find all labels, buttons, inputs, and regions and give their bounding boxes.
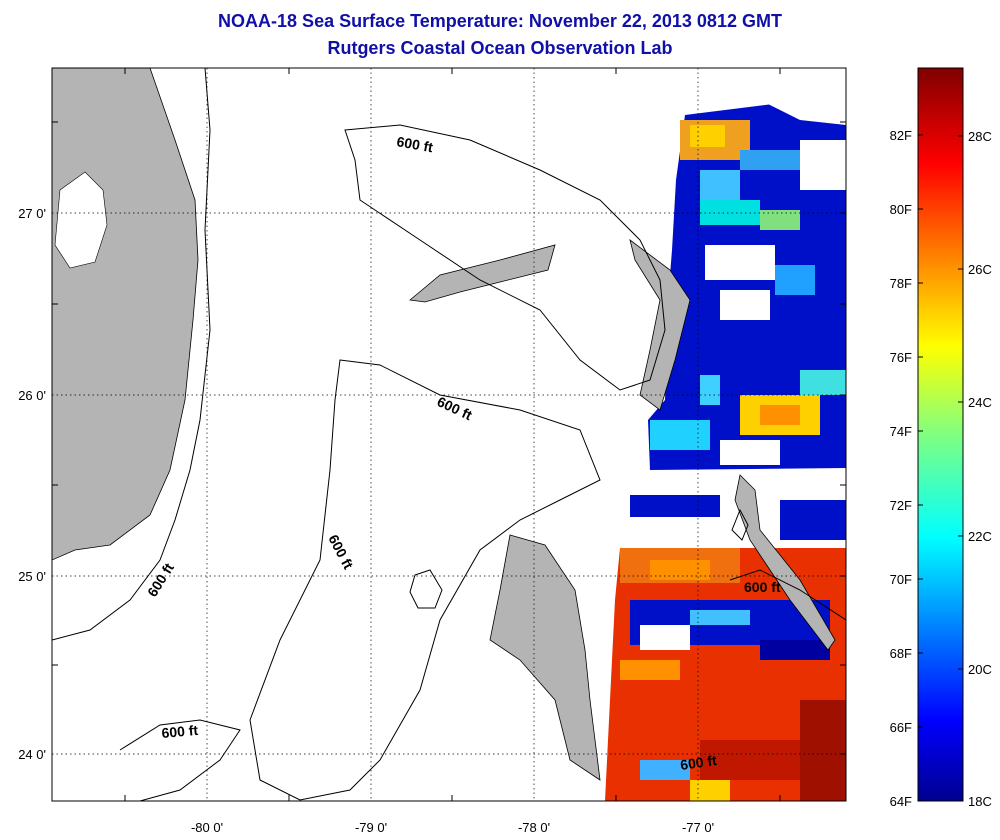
lat-tick-label: 25 0' bbox=[18, 569, 46, 584]
lon-tick-label: -78 0' bbox=[518, 820, 550, 835]
contour-label: 600 ft bbox=[161, 722, 199, 741]
lat-tick-label: 26 0' bbox=[18, 388, 46, 403]
colorbar-f-label: 66F bbox=[890, 720, 912, 735]
map-subtitle: Rutgers Coastal Ocean Observation Lab bbox=[327, 38, 673, 58]
colorbar-f-label: 78F bbox=[890, 276, 912, 291]
sst-data-swath bbox=[605, 70, 846, 801]
colorbar-f-label: 64F bbox=[890, 794, 912, 809]
colorbar bbox=[917, 67, 964, 802]
colorbar-f-label: 74F bbox=[890, 424, 912, 439]
colorbar-f-label: 76F bbox=[890, 350, 912, 365]
map-title: NOAA-18 Sea Surface Temperature: Novembe… bbox=[218, 11, 782, 31]
colorbar-f-label: 68F bbox=[890, 646, 912, 661]
depth-contours bbox=[52, 68, 846, 801]
lon-tick-label: -77 0' bbox=[682, 820, 714, 835]
colorbar-c-label: 28C bbox=[968, 129, 992, 144]
colorbar-c-label: 20C bbox=[968, 662, 992, 677]
contour-label: 600 ft bbox=[744, 579, 781, 595]
lat-tick-label: 24 0' bbox=[18, 747, 46, 762]
colorbar-c-label: 18C bbox=[968, 794, 992, 809]
lat-tick-label: 27 0' bbox=[18, 206, 46, 221]
lon-tick-label: -79 0' bbox=[355, 820, 387, 835]
colorbar-c-label: 26C bbox=[968, 262, 992, 277]
colorbar-f-label: 72F bbox=[890, 498, 912, 513]
colorbar-f-label: 80F bbox=[890, 202, 912, 217]
colorbar-f-label: 82F bbox=[890, 128, 912, 143]
colorbar-c-label: 22C bbox=[968, 529, 992, 544]
colorbar-ticks bbox=[918, 134, 963, 728]
lon-tick-label: -80 0' bbox=[191, 820, 223, 835]
contour-label: 600 ft bbox=[395, 133, 434, 155]
graticule bbox=[52, 68, 846, 801]
map-area: 600 ft 600 ft 600 ft 600 ft 600 ft 600 f… bbox=[52, 68, 846, 801]
contour-label: 600 ft bbox=[679, 752, 718, 773]
colorbar-f-label: 70F bbox=[890, 572, 912, 587]
tick-marks bbox=[52, 68, 846, 801]
colorbar-c-label: 24C bbox=[968, 395, 992, 410]
map-frame bbox=[51, 67, 847, 802]
